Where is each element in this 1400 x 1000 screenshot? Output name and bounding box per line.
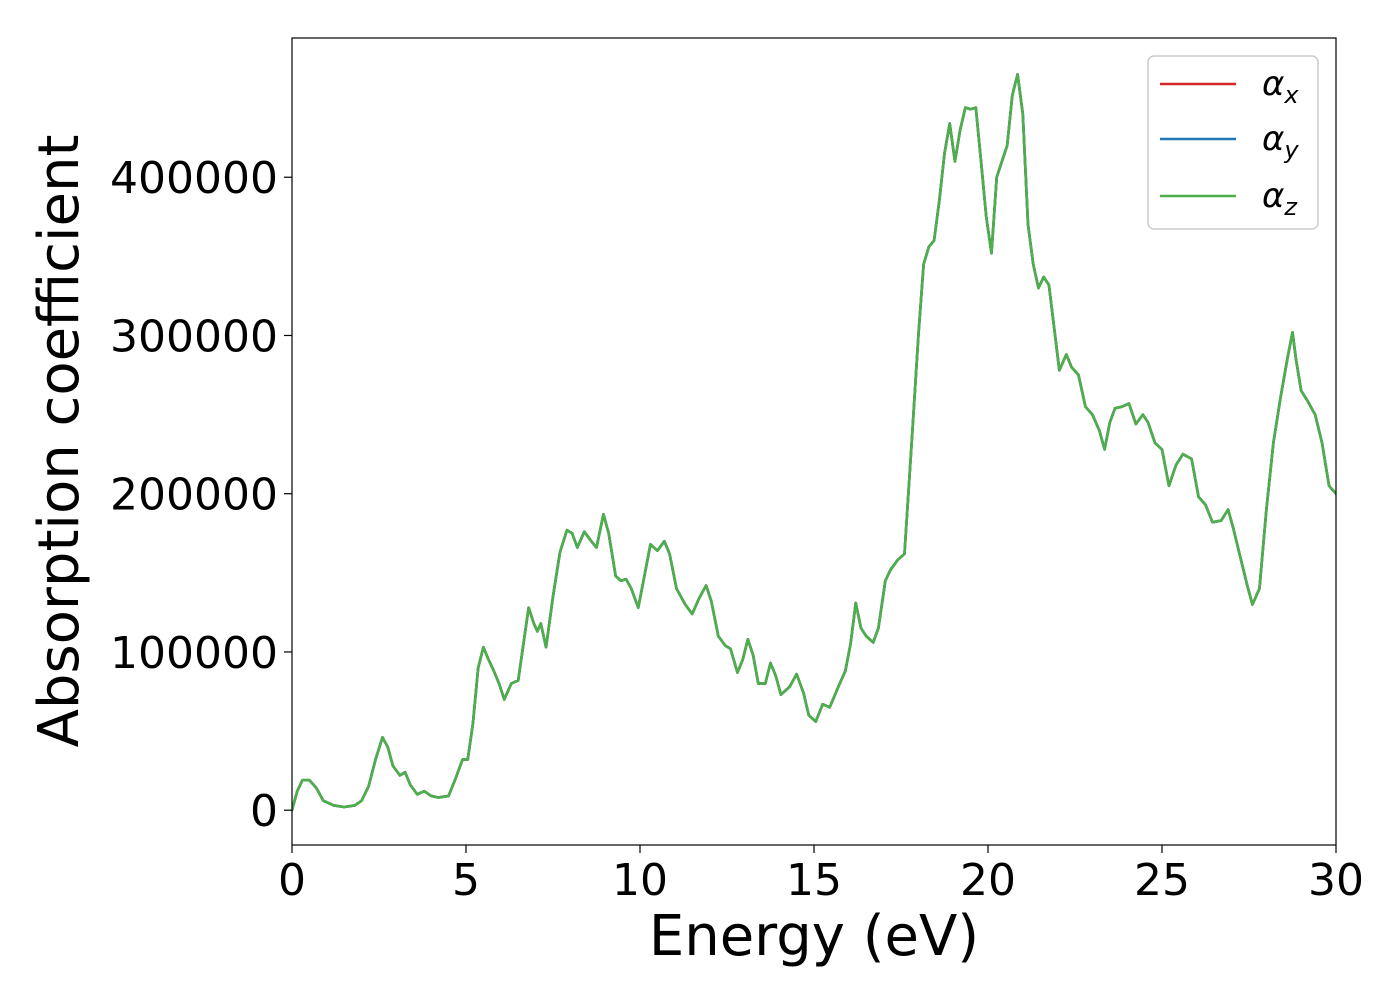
x-tick-label: 10 xyxy=(612,855,668,906)
x-tick-label: 20 xyxy=(960,855,1016,906)
legend-box xyxy=(1147,55,1319,230)
legend-label-x: αx xyxy=(1262,64,1299,109)
x-axis: 0 5 10 15 20 25 30 xyxy=(278,845,1364,906)
x-tick-label: 0 xyxy=(278,855,306,906)
y-axis: 0 100000 200000 300000 400000 xyxy=(110,153,292,837)
y-axis-label: Absorption coefficient xyxy=(27,135,92,748)
y-tick-label: 200000 xyxy=(110,470,278,521)
x-tick-label: 5 xyxy=(452,855,480,906)
legend: αx αy αz xyxy=(1147,55,1319,230)
y-tick-label: 300000 xyxy=(110,311,278,362)
x-axis-label: Energy (eV) xyxy=(649,904,979,969)
y-tick-label: 0 xyxy=(250,786,278,837)
y-tick-label: 100000 xyxy=(110,628,278,679)
legend-label-y: αy xyxy=(1262,119,1299,164)
x-tick-label: 30 xyxy=(1308,855,1364,906)
y-tick-label: 400000 xyxy=(110,153,278,204)
series-layer xyxy=(292,73,1336,812)
x-tick-label: 15 xyxy=(786,855,842,906)
legend-label-z: αz xyxy=(1262,176,1298,221)
x-tick-label: 25 xyxy=(1134,855,1190,906)
series-line-z xyxy=(292,73,1336,812)
